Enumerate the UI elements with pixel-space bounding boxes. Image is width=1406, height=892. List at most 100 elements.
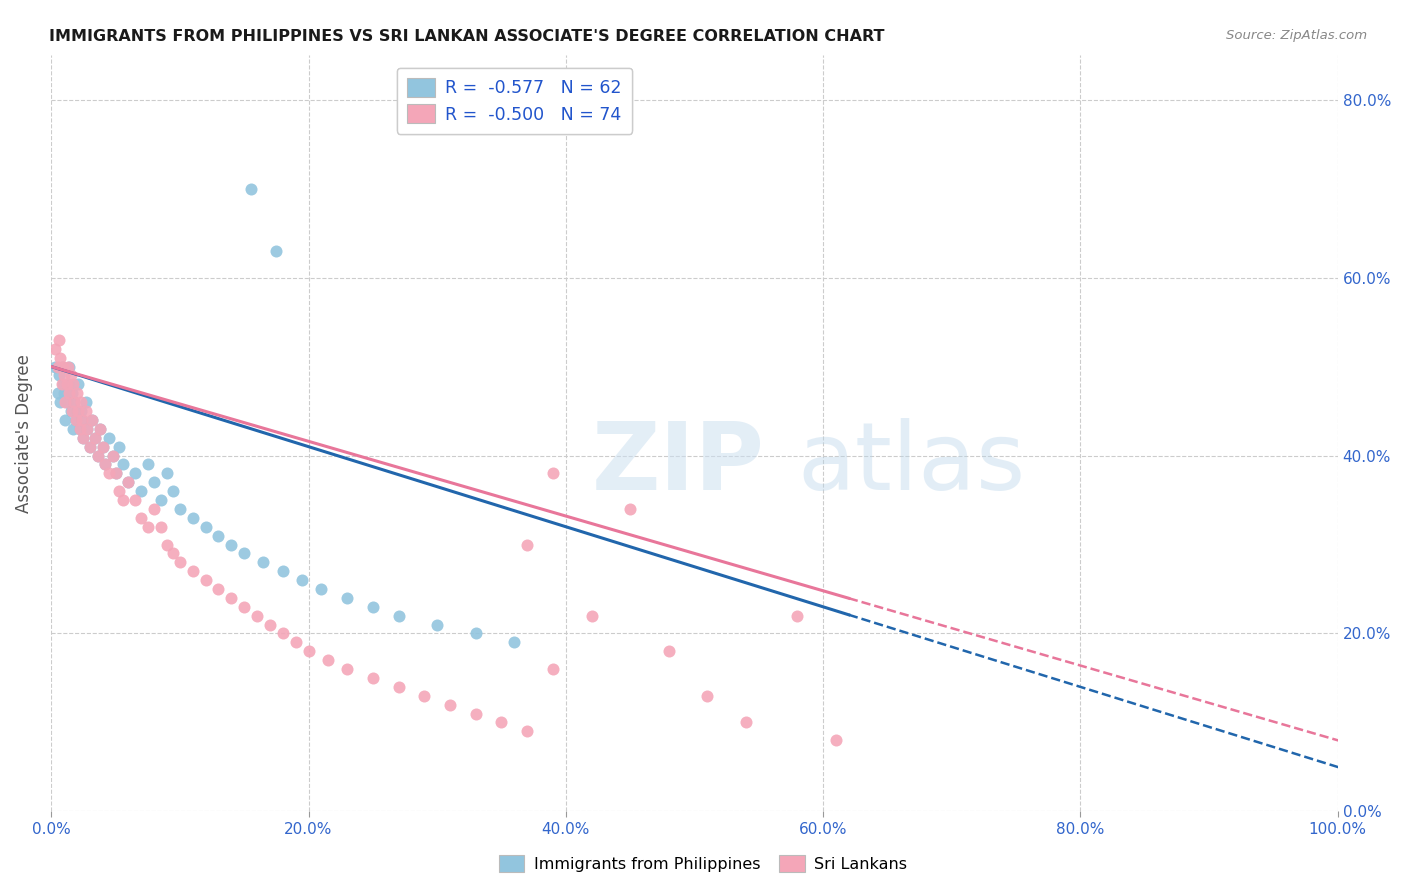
- Point: [136, 458, 159, 472]
- Point: [426, 617, 449, 632]
- Point: [181, 564, 204, 578]
- Point: [336, 591, 359, 605]
- Point: [541, 662, 564, 676]
- Point: [91, 440, 114, 454]
- Point: [53, 413, 76, 427]
- Point: [53, 395, 76, 409]
- Point: [67, 377, 90, 392]
- Point: [516, 537, 538, 551]
- Text: IMMIGRANTS FROM PHILIPPINES VS SRI LANKAN ASSOCIATE'S DEGREE CORRELATION CHART: IMMIGRANTS FROM PHILIPPINES VS SRI LANKA…: [49, 29, 884, 45]
- Point: [541, 467, 564, 481]
- Point: [117, 475, 139, 490]
- Point: [696, 689, 718, 703]
- Point: [66, 404, 89, 418]
- Point: [233, 546, 256, 560]
- Point: [169, 502, 191, 516]
- Point: [62, 377, 84, 392]
- Point: [503, 635, 526, 649]
- Point: [336, 662, 359, 676]
- Point: [49, 395, 72, 409]
- Point: [51, 359, 73, 374]
- Point: [117, 475, 139, 490]
- Point: [259, 617, 281, 632]
- Point: [51, 377, 73, 392]
- Point: [76, 422, 98, 436]
- Point: [361, 599, 384, 614]
- Point: [58, 359, 80, 374]
- Point: [221, 591, 243, 605]
- Point: [66, 386, 89, 401]
- Point: [46, 386, 69, 401]
- Point: [735, 715, 758, 730]
- Point: [89, 422, 111, 436]
- Point: [221, 537, 243, 551]
- Point: [387, 608, 409, 623]
- Point: [72, 431, 94, 445]
- Point: [65, 413, 87, 427]
- Point: [104, 467, 127, 481]
- Point: [149, 519, 172, 533]
- Point: [169, 555, 191, 569]
- Point: [52, 359, 75, 374]
- Point: [825, 733, 848, 747]
- Point: [89, 422, 111, 436]
- Point: [70, 413, 93, 427]
- Point: [316, 653, 339, 667]
- Point: [101, 449, 124, 463]
- Point: [291, 573, 314, 587]
- Point: [464, 626, 486, 640]
- Point: [297, 644, 319, 658]
- Legend: Immigrants from Philippines, Sri Lankans: Immigrants from Philippines, Sri Lankans: [492, 848, 914, 879]
- Text: Source: ZipAtlas.com: Source: ZipAtlas.com: [1226, 29, 1367, 43]
- Point: [108, 440, 131, 454]
- Point: [59, 368, 82, 383]
- Point: [56, 359, 79, 374]
- Point: [91, 440, 114, 454]
- Point: [162, 484, 184, 499]
- Point: [63, 395, 86, 409]
- Point: [94, 458, 117, 472]
- Point: [112, 458, 135, 472]
- Point: [162, 546, 184, 560]
- Point: [252, 555, 274, 569]
- Point: [63, 395, 86, 409]
- Point: [48, 368, 70, 383]
- Legend: R =  -0.577   N = 62, R =  -0.500   N = 74: R = -0.577 N = 62, R = -0.500 N = 74: [396, 68, 633, 134]
- Point: [56, 377, 79, 392]
- Point: [271, 626, 294, 640]
- Point: [112, 493, 135, 508]
- Point: [59, 404, 82, 418]
- Point: [98, 467, 121, 481]
- Text: atlas: atlas: [797, 417, 1025, 509]
- Point: [76, 422, 98, 436]
- Point: [619, 502, 641, 516]
- Point: [156, 467, 179, 481]
- Point: [53, 386, 76, 401]
- Point: [361, 671, 384, 685]
- Point: [284, 635, 307, 649]
- Point: [98, 431, 121, 445]
- Point: [79, 440, 101, 454]
- Point: [129, 511, 152, 525]
- Point: [70, 413, 93, 427]
- Point: [387, 680, 409, 694]
- Point: [49, 351, 72, 365]
- Point: [62, 422, 84, 436]
- Point: [69, 422, 91, 436]
- Point: [239, 181, 262, 195]
- Point: [658, 644, 681, 658]
- Point: [84, 431, 107, 445]
- Point: [129, 484, 152, 499]
- Point: [86, 449, 108, 463]
- Point: [156, 537, 179, 551]
- Point: [136, 519, 159, 533]
- Y-axis label: Associate's Degree: Associate's Degree: [15, 354, 32, 513]
- Point: [53, 368, 76, 383]
- Point: [67, 404, 90, 418]
- Point: [143, 475, 166, 490]
- Point: [194, 519, 217, 533]
- Point: [464, 706, 486, 721]
- Point: [516, 724, 538, 739]
- Point: [46, 359, 69, 374]
- Point: [786, 608, 808, 623]
